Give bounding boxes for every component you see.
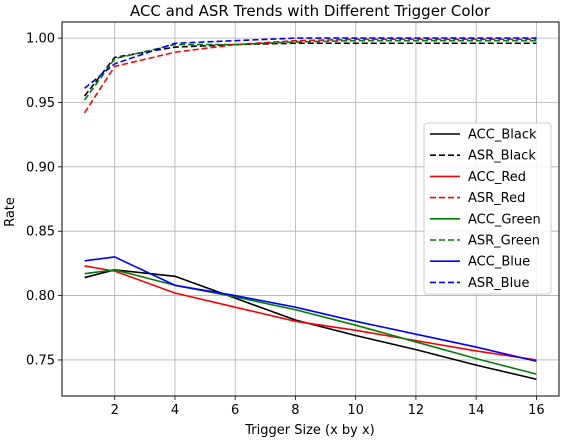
legend-label: ACC_Black — [468, 128, 537, 143]
x-tick-label: 2 — [111, 403, 119, 418]
y-tick-label: 1.00 — [26, 32, 55, 47]
series-line-asr-black — [83, 42, 537, 97]
x-tick-label: 4 — [171, 403, 179, 418]
series-line-acc-green — [84, 269, 537, 375]
y-tick-label: 0.75 — [26, 353, 55, 368]
legend-box — [423, 122, 552, 295]
series-line-asr-red — [83, 38, 537, 114]
series-line-acc-blue — [84, 256, 537, 363]
y-axis-label: Rate — [3, 197, 18, 227]
x-axis-label: Trigger Size (x by x) — [244, 423, 375, 438]
y-tick-label: 0.85 — [26, 225, 55, 240]
y-tick-label: 0.95 — [26, 96, 55, 111]
legend-label: ACC_Green — [468, 212, 541, 227]
series-line-acc-black — [84, 269, 537, 381]
legend-label: ACC_Blue — [468, 255, 530, 270]
legend-label: ASR_Red — [468, 191, 525, 206]
axis-ticks: 2 4 6 8 10 12 14 16 0.75 0.80 0.85 0.90 0.95 1.00 — [26, 32, 545, 418]
x-tick-label: 12 — [408, 403, 425, 418]
plot-frame — [61, 21, 560, 397]
x-tick-label: 8 — [291, 403, 299, 418]
x-tick-label: 6 — [231, 403, 239, 418]
legend-label: ACC_Red — [468, 170, 526, 185]
legend-label: ASR_Blue — [468, 276, 529, 291]
y-tick-label: 0.90 — [26, 160, 55, 175]
x-tick-label: 16 — [528, 403, 545, 418]
chart-title: ACC and ASR Trends with Different Trigge… — [130, 2, 491, 20]
x-tick-label: 10 — [347, 403, 364, 418]
series-layer — [83, 37, 537, 381]
y-tick-label: 0.80 — [26, 289, 55, 304]
legend: ACC_Black ASR_Black ACC_Red ASR_Red ACC_Gree… — [423, 122, 552, 295]
legend-label: ASR_Black — [468, 149, 536, 164]
series-line-asr-green — [83, 39, 537, 101]
x-tick-label: 14 — [468, 403, 485, 418]
series-line-asr-blue — [84, 37, 537, 89]
legend-label: ASR_Green — [468, 234, 540, 249]
series-line-acc-red — [84, 265, 537, 361]
